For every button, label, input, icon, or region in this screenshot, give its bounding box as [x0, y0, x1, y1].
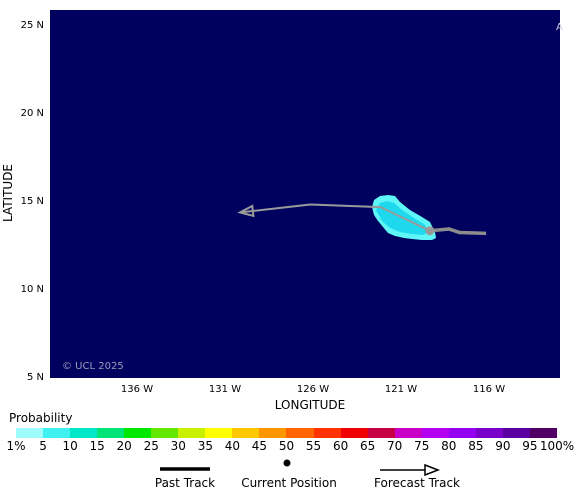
colorbar-swatch	[178, 428, 206, 438]
colorbar-swatch	[448, 428, 476, 438]
forecast-track-arrowhead	[237, 204, 255, 218]
colorbar-tick-label: 60	[332, 439, 349, 453]
forecast-track-line	[239, 203, 431, 232]
colorbar-swatch	[313, 428, 341, 438]
colorbar-tick-label: 75	[414, 439, 430, 453]
colorbar-tick-label: 15	[89, 439, 105, 453]
forecast-track-key-arrow	[380, 463, 441, 477]
colorbar-tick-label: 65	[360, 439, 376, 453]
probability-colorbar	[16, 428, 557, 438]
colorbar-tick-label: 90	[495, 439, 511, 453]
copyright-label: © UCL 2025	[62, 361, 124, 372]
lon-tick-label: 136 W	[120, 384, 154, 395]
colorbar-swatch	[151, 428, 179, 438]
colorbar-tick-label: 30	[170, 439, 186, 453]
past-track-key-label: Past Track	[154, 476, 216, 490]
colorbar-tick-label: 95	[522, 439, 538, 453]
x-axis-title: LONGITUDE	[274, 398, 346, 412]
current-position-marker	[425, 226, 435, 236]
colorbar-tick-label: 100%	[539, 439, 575, 453]
legend-title: Probability	[9, 411, 73, 425]
colorbar-tick-label: 70	[387, 439, 403, 453]
colorbar-tick-label: 80	[441, 439, 457, 453]
colorbar-tick-label: 25	[143, 439, 159, 453]
colorbar-swatch	[124, 428, 152, 438]
lon-tick-label: 121 W	[384, 384, 418, 395]
lat-tick-label: 20 N	[20, 108, 44, 119]
colorbar-swatch	[529, 428, 557, 438]
colorbar-tick-label: 10	[62, 439, 78, 453]
storm-track-map	[237, 195, 487, 240]
colorbar-tick-label: 50	[278, 439, 295, 453]
past-track-line	[429, 227, 487, 236]
colorbar-tick-label: 45	[251, 439, 268, 453]
past-track-key-line	[160, 467, 210, 471]
colorbar-swatch	[340, 428, 368, 438]
colorbar-swatch	[475, 428, 503, 438]
colorbar-swatch	[286, 428, 314, 438]
lat-tick-label: 5 N	[26, 372, 44, 383]
colorbar-tick-label: 40	[224, 439, 241, 453]
y-axis-title: LATITUDE	[1, 163, 15, 223]
lat-tick-label: 10 N	[20, 284, 44, 295]
lat-tick-label: 15 N	[20, 196, 44, 207]
colorbar-tick-label: 35	[197, 439, 213, 453]
colorbar-swatch	[70, 428, 98, 438]
lon-tick-label: 131 W	[208, 384, 242, 395]
colorbar-swatch	[259, 428, 287, 438]
lon-tick-label: 126 W	[296, 384, 330, 395]
colorbar-swatch	[502, 428, 530, 438]
colorbar-swatch	[97, 428, 125, 438]
lon-tick-label: 116 W	[472, 384, 506, 395]
colorbar-tick-label: 20	[116, 439, 132, 453]
current-position-key-dot	[283, 459, 291, 467]
colorbar-swatch	[16, 428, 44, 438]
map-panel	[50, 10, 560, 378]
colorbar-swatch	[421, 428, 449, 438]
forecast-track-key-label: Forecast Track	[374, 476, 460, 490]
colorbar-tick-label: 85	[468, 439, 484, 453]
lat-tick-label: 25 N	[20, 20, 44, 31]
colorbar-swatch	[43, 428, 71, 438]
colorbar-tick-label: 1%	[6, 439, 26, 453]
colorbar-tick-label: 55	[305, 439, 322, 453]
current-position-key-label: Current Position	[241, 476, 337, 490]
colorbar-swatch	[394, 428, 422, 438]
colorbar-swatch	[367, 428, 395, 438]
colorbar-swatch	[232, 428, 260, 438]
colorbar-tick-label: 5	[39, 439, 47, 453]
corner-marker: A	[556, 22, 563, 33]
colorbar-swatch	[205, 428, 233, 438]
